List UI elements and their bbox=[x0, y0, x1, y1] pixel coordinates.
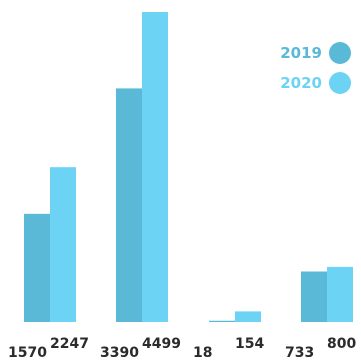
value-label-2020-1: 2247 bbox=[50, 336, 89, 352]
legend-swatch-2019 bbox=[329, 42, 351, 64]
bar-2019-2 bbox=[116, 88, 142, 322]
value-label-2019-2: 3390 bbox=[100, 345, 139, 361]
bar-2020-4 bbox=[327, 266, 353, 322]
bar-2019-3 bbox=[209, 320, 235, 322]
value-label-2020-3: 154 bbox=[235, 336, 264, 352]
bars-group bbox=[24, 12, 353, 322]
legend-label-2019: 2019 bbox=[280, 44, 322, 62]
value-label-2020-2: 4499 bbox=[142, 336, 181, 352]
legend-label-2020: 2020 bbox=[280, 74, 322, 92]
value-label-2019-3: 18 bbox=[193, 345, 212, 361]
legend: 2019 2020 bbox=[280, 42, 351, 94]
value-label-2019-1: 1570 bbox=[8, 345, 47, 361]
bar-2019-1 bbox=[24, 213, 50, 322]
value-label-2020-4: 800 bbox=[327, 336, 356, 352]
legend-swatch-2020 bbox=[329, 72, 351, 94]
bar-2020-1 bbox=[50, 167, 76, 322]
bar-2020-3 bbox=[235, 311, 261, 322]
bar-2020-2 bbox=[142, 12, 168, 322]
value-label-2019-4: 733 bbox=[285, 345, 314, 361]
bar-2019-4 bbox=[301, 271, 327, 322]
